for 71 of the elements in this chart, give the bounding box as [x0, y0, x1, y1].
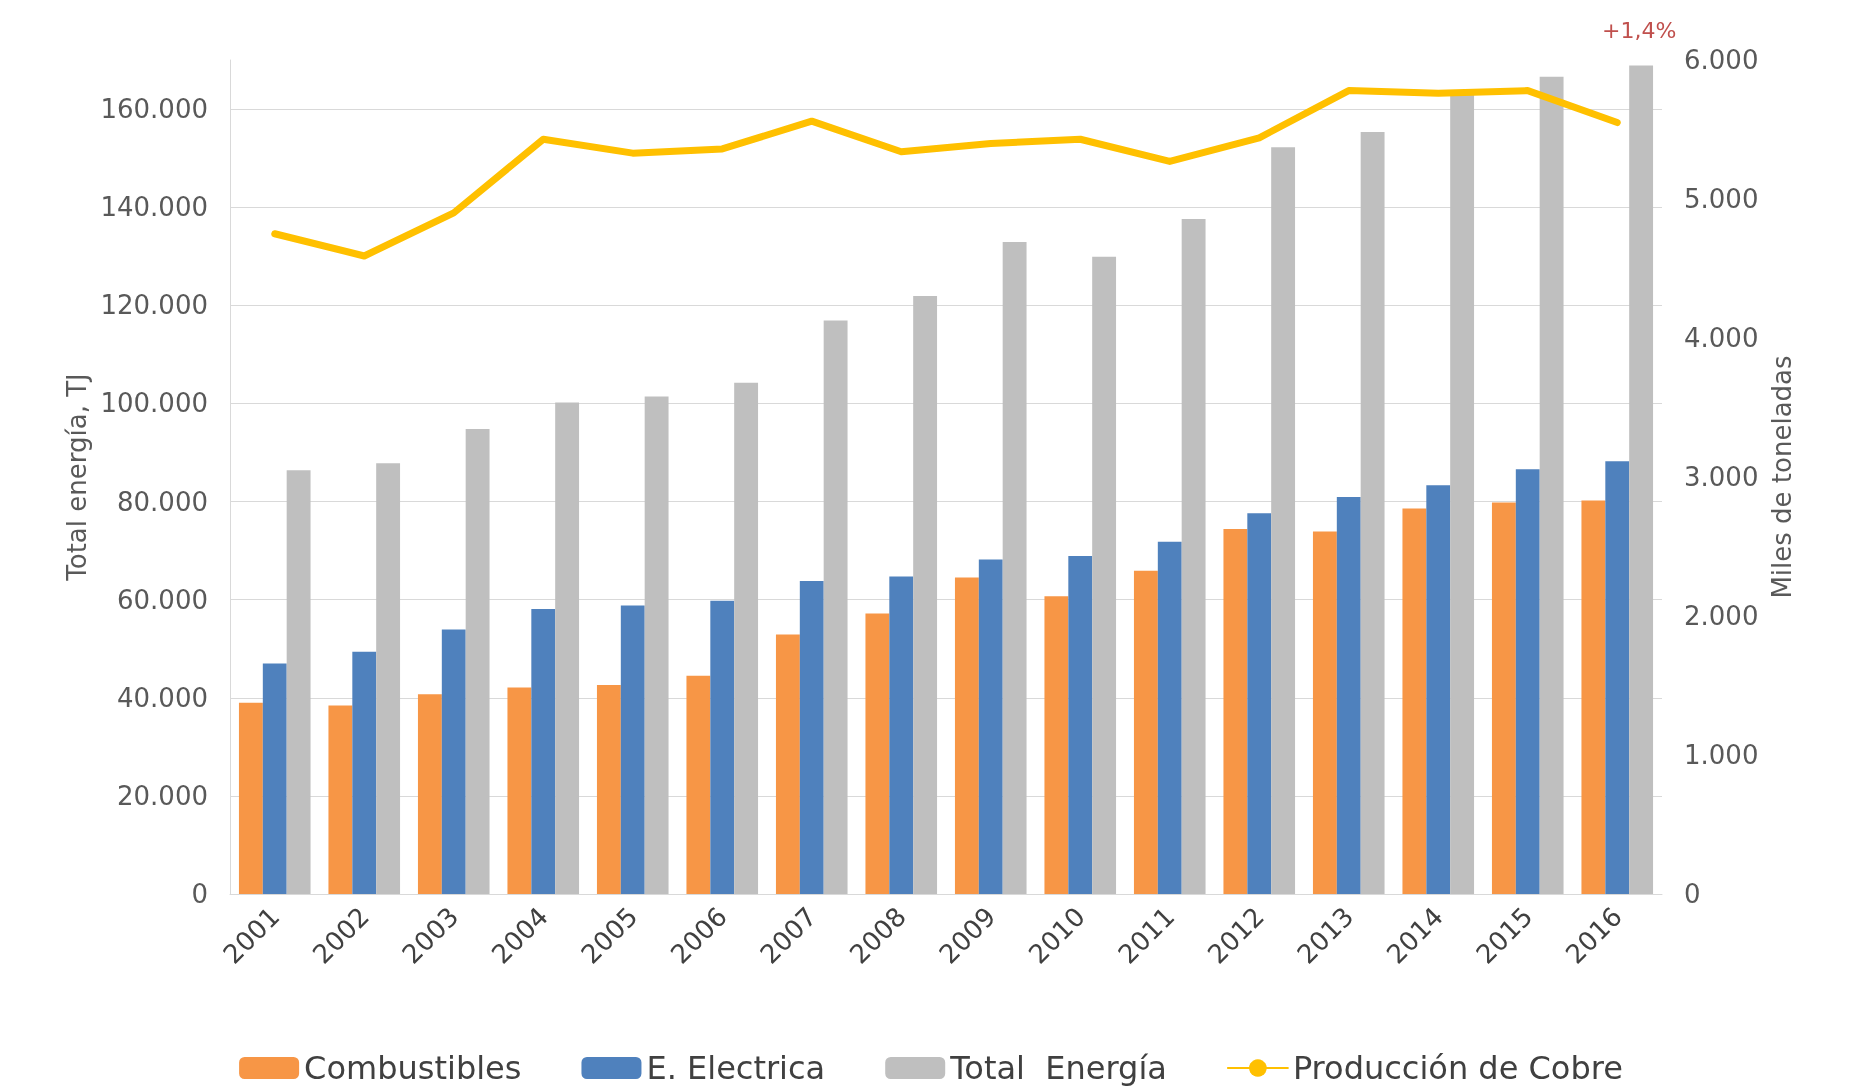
y-tick-label: 0	[191, 879, 208, 909]
y-tick-label: 40.000	[117, 682, 208, 713]
bar	[1157, 541, 1182, 894]
bar	[441, 629, 466, 894]
y-tick-label: 20.000	[117, 780, 208, 811]
y2-tick-label: 5.000	[1684, 184, 1759, 214]
bar	[775, 634, 800, 894]
bar	[1336, 497, 1361, 894]
bar	[1223, 529, 1248, 894]
bar	[1605, 461, 1630, 894]
bar	[865, 613, 890, 894]
bar	[262, 663, 287, 894]
bar	[555, 402, 580, 894]
bar	[1402, 508, 1427, 894]
bar	[1491, 502, 1516, 894]
bar	[1181, 218, 1206, 894]
bar	[823, 320, 848, 894]
bar	[507, 687, 532, 894]
y2-tick-label: 6.000	[1684, 45, 1759, 75]
bar	[1450, 94, 1475, 894]
bar	[620, 605, 645, 894]
bar	[238, 702, 263, 894]
bar	[1515, 469, 1540, 894]
bar	[1044, 596, 1069, 894]
bar	[889, 576, 914, 894]
bar	[328, 705, 353, 894]
legend-label: Producción de Cobre	[1292, 1049, 1623, 1087]
bar	[596, 685, 621, 894]
bar	[799, 581, 824, 894]
bar	[465, 428, 490, 894]
legend-label: Total Energía	[949, 1049, 1167, 1087]
y2-tick-label: 2.000	[1684, 601, 1759, 631]
bar	[954, 577, 979, 894]
y-axis-title: Total energía, TJ	[61, 373, 92, 582]
bar	[1133, 570, 1158, 894]
bar	[710, 600, 735, 894]
bar	[1360, 132, 1385, 894]
bar	[1068, 555, 1093, 894]
y2-tick-label: 4.000	[1684, 323, 1759, 353]
y-tick-label: 80.000	[117, 486, 208, 517]
y-tick-label: 60.000	[117, 584, 208, 615]
y2-tick-label: 1.000	[1684, 740, 1759, 770]
y-tick-label: 120.000	[100, 290, 208, 321]
bar	[1271, 147, 1296, 894]
y2-tick-label: 0	[1684, 879, 1701, 909]
bar	[352, 651, 377, 894]
bar	[978, 559, 1003, 894]
bar	[1247, 513, 1272, 894]
bar	[1312, 531, 1337, 894]
y-tick-label: 140.000	[100, 192, 208, 223]
legend-label: E. Electrica	[646, 1049, 826, 1087]
bar	[644, 396, 669, 894]
bar	[286, 470, 311, 894]
bar	[376, 463, 401, 894]
y-tick-label: 160.000	[100, 94, 208, 125]
bar	[734, 382, 759, 894]
bar	[686, 675, 711, 894]
bar	[1002, 242, 1027, 894]
bar	[417, 694, 442, 894]
legend-label: Combustibles	[304, 1049, 522, 1087]
bar	[1092, 256, 1117, 894]
y-tick-label: 100.000	[100, 388, 208, 419]
text: +1,4%	[1602, 17, 1677, 43]
y2-axis-title: Miles de toneladas	[1767, 355, 1798, 599]
bar	[913, 295, 938, 894]
bar	[1629, 65, 1654, 894]
bar	[1426, 485, 1451, 894]
bar	[1581, 500, 1606, 894]
y2-tick-label: 3.000	[1684, 462, 1759, 492]
bar	[531, 608, 556, 894]
bar	[1539, 76, 1564, 894]
